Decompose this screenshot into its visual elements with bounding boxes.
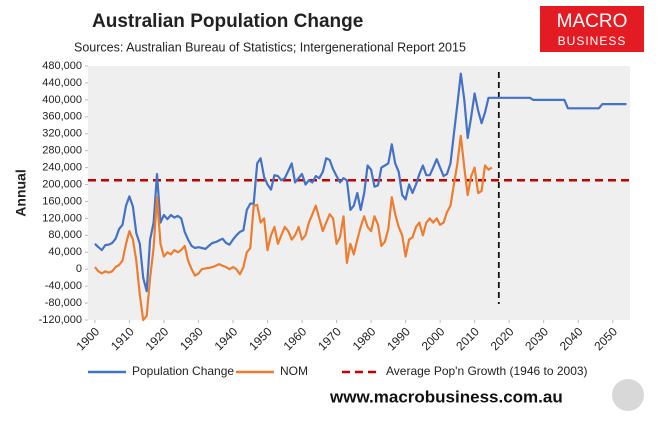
x-tick-label: 2040	[557, 324, 586, 353]
x-tick-label: 2010	[453, 324, 482, 353]
y-tick-label: 80,000	[48, 229, 82, 241]
logo-text: MACRO	[557, 11, 628, 32]
y-tick-label: 200,000	[42, 178, 82, 190]
x-tick-label: 1910	[108, 324, 137, 353]
y-tick-label: 360,000	[42, 111, 82, 123]
x-tick-label: 2020	[488, 324, 517, 353]
y-tick-label: 320,000	[42, 128, 82, 140]
y-tick-label: 400,000	[42, 94, 82, 106]
plot-area	[88, 66, 630, 320]
x-tick-label: 2000	[419, 324, 448, 353]
y-tick-label: 40,000	[48, 246, 82, 258]
legend-label: Average Pop'n Growth (1946 to 2003)	[386, 364, 588, 378]
y-tick-label: 120,000	[42, 212, 82, 224]
logo-text: BUSINESS	[558, 34, 627, 48]
x-tick-label: 1900	[73, 324, 102, 353]
legend-label: NOM	[280, 364, 308, 378]
website: www.macrobusiness.com.au	[329, 387, 563, 406]
chart-subtitle: Sources: Australian Bureau of Statistics…	[74, 40, 466, 54]
y-axis-label: Annual	[13, 169, 29, 216]
wolf-icon	[612, 379, 644, 411]
x-tick-label: 1930	[177, 324, 206, 353]
y-tick-label: -40,000	[45, 280, 82, 292]
x-tick-label: 1940	[212, 324, 241, 353]
series-line	[94, 72, 627, 293]
x-tick-label: 1980	[350, 324, 379, 353]
y-tick-label: 480,000	[42, 60, 82, 72]
x-tick-label: 1960	[281, 324, 310, 353]
x-tick-label: 2050	[591, 324, 620, 353]
y-tick-label: 0	[76, 263, 82, 275]
logo-box	[540, 6, 644, 52]
y-tick-label: -80,000	[45, 297, 82, 309]
y-tick-label: 440,000	[42, 77, 82, 89]
y-tick-label: 280,000	[42, 145, 82, 157]
chart-title: Australian Population Change	[92, 11, 363, 32]
y-tick-label: 240,000	[42, 162, 82, 174]
x-tick-label: 1950	[246, 324, 275, 353]
series-line	[94, 134, 493, 322]
y-tick-label: -120,000	[39, 314, 82, 326]
x-tick-label: 1920	[143, 324, 172, 353]
logo: MACRO BUSINESS	[540, 6, 644, 52]
y-tick-label: 160,000	[42, 195, 82, 207]
x-tick-label: 1990	[384, 324, 413, 353]
x-tick-label: 1970	[315, 324, 344, 353]
legend-label: Population Change	[132, 364, 234, 378]
x-tick-label: 2030	[522, 324, 551, 353]
